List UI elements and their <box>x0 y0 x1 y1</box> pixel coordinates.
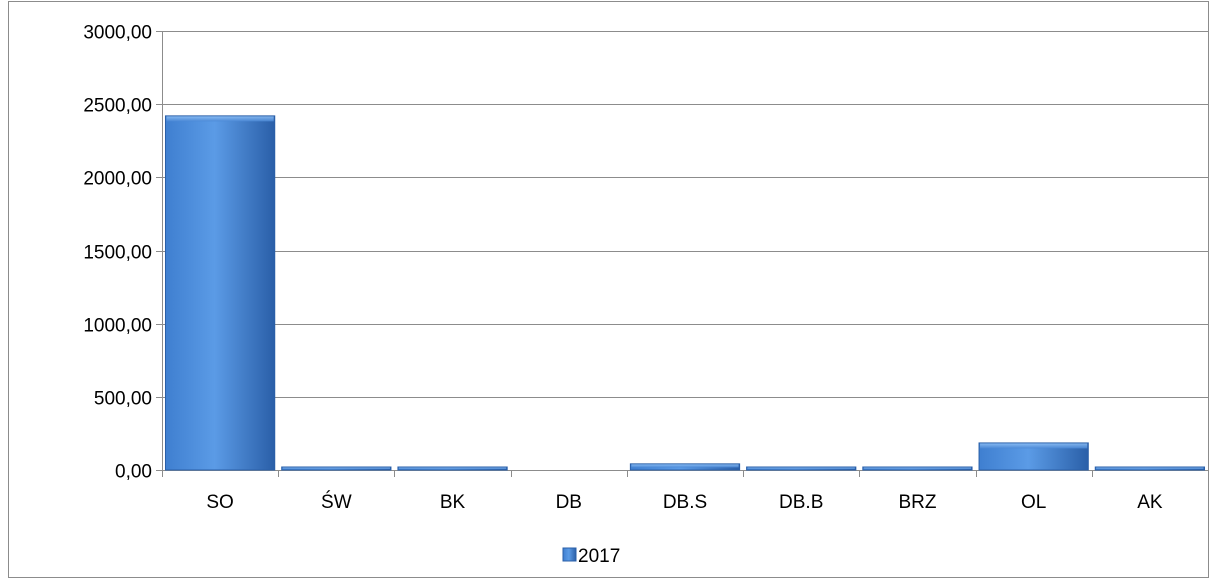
y-tick-label: 500,00 <box>94 389 152 410</box>
bar-AK <box>1094 466 1206 471</box>
x-tick-label: BK <box>440 492 466 513</box>
x-tick-label: DB.B <box>779 492 823 513</box>
bars <box>164 115 1206 471</box>
x-tick-label: SO <box>206 492 233 513</box>
legend-swatch-2017 <box>562 547 577 562</box>
bar-body <box>164 115 276 471</box>
legend: 2017 <box>562 546 620 567</box>
bar-bevel <box>863 467 972 469</box>
x-tick-label: OL <box>1021 492 1046 513</box>
legend-label-2017: 2017 <box>578 546 620 567</box>
y-tick-label: 0,00 <box>115 462 152 483</box>
x-tick-label: ŚW <box>321 491 352 513</box>
bar-bevel <box>166 116 274 122</box>
gridlines <box>162 31 1208 398</box>
x-tick-label: DB <box>556 492 582 513</box>
y-tick-label: 1000,00 <box>83 316 152 337</box>
bar-ŚW <box>281 466 392 471</box>
x-tick-label: BRZ <box>898 492 936 513</box>
bar-DB.S <box>629 463 741 471</box>
bar-DB.B <box>746 466 857 471</box>
bar-bevel <box>747 467 855 469</box>
bar-SO <box>164 115 276 471</box>
bar-bevel <box>980 443 1088 449</box>
x-tick-label: DB.S <box>663 492 707 513</box>
bar-bevel <box>398 467 507 469</box>
y-tick-labels: 0,00 500,00 1000,00 1500,00 2000,00 2500,00 30… <box>83 23 152 483</box>
y-tick-label: 3000,00 <box>83 23 152 44</box>
bar-bevel <box>631 464 739 468</box>
x-tick-labels: SO ŚW BK DB DB.S DB.B BRZ OL AK <box>206 491 1162 513</box>
bar-bevel <box>1096 467 1204 469</box>
bar-BRZ <box>862 466 973 471</box>
x-tick-label: AK <box>1137 492 1163 513</box>
y-tick-label: 1500,00 <box>83 243 152 264</box>
bar-bevel <box>282 467 390 469</box>
y-tick-label: 2500,00 <box>83 96 152 117</box>
y-tick-label: 2000,00 <box>83 169 152 190</box>
bar-OL <box>978 442 1089 471</box>
bar-BK <box>397 466 508 471</box>
